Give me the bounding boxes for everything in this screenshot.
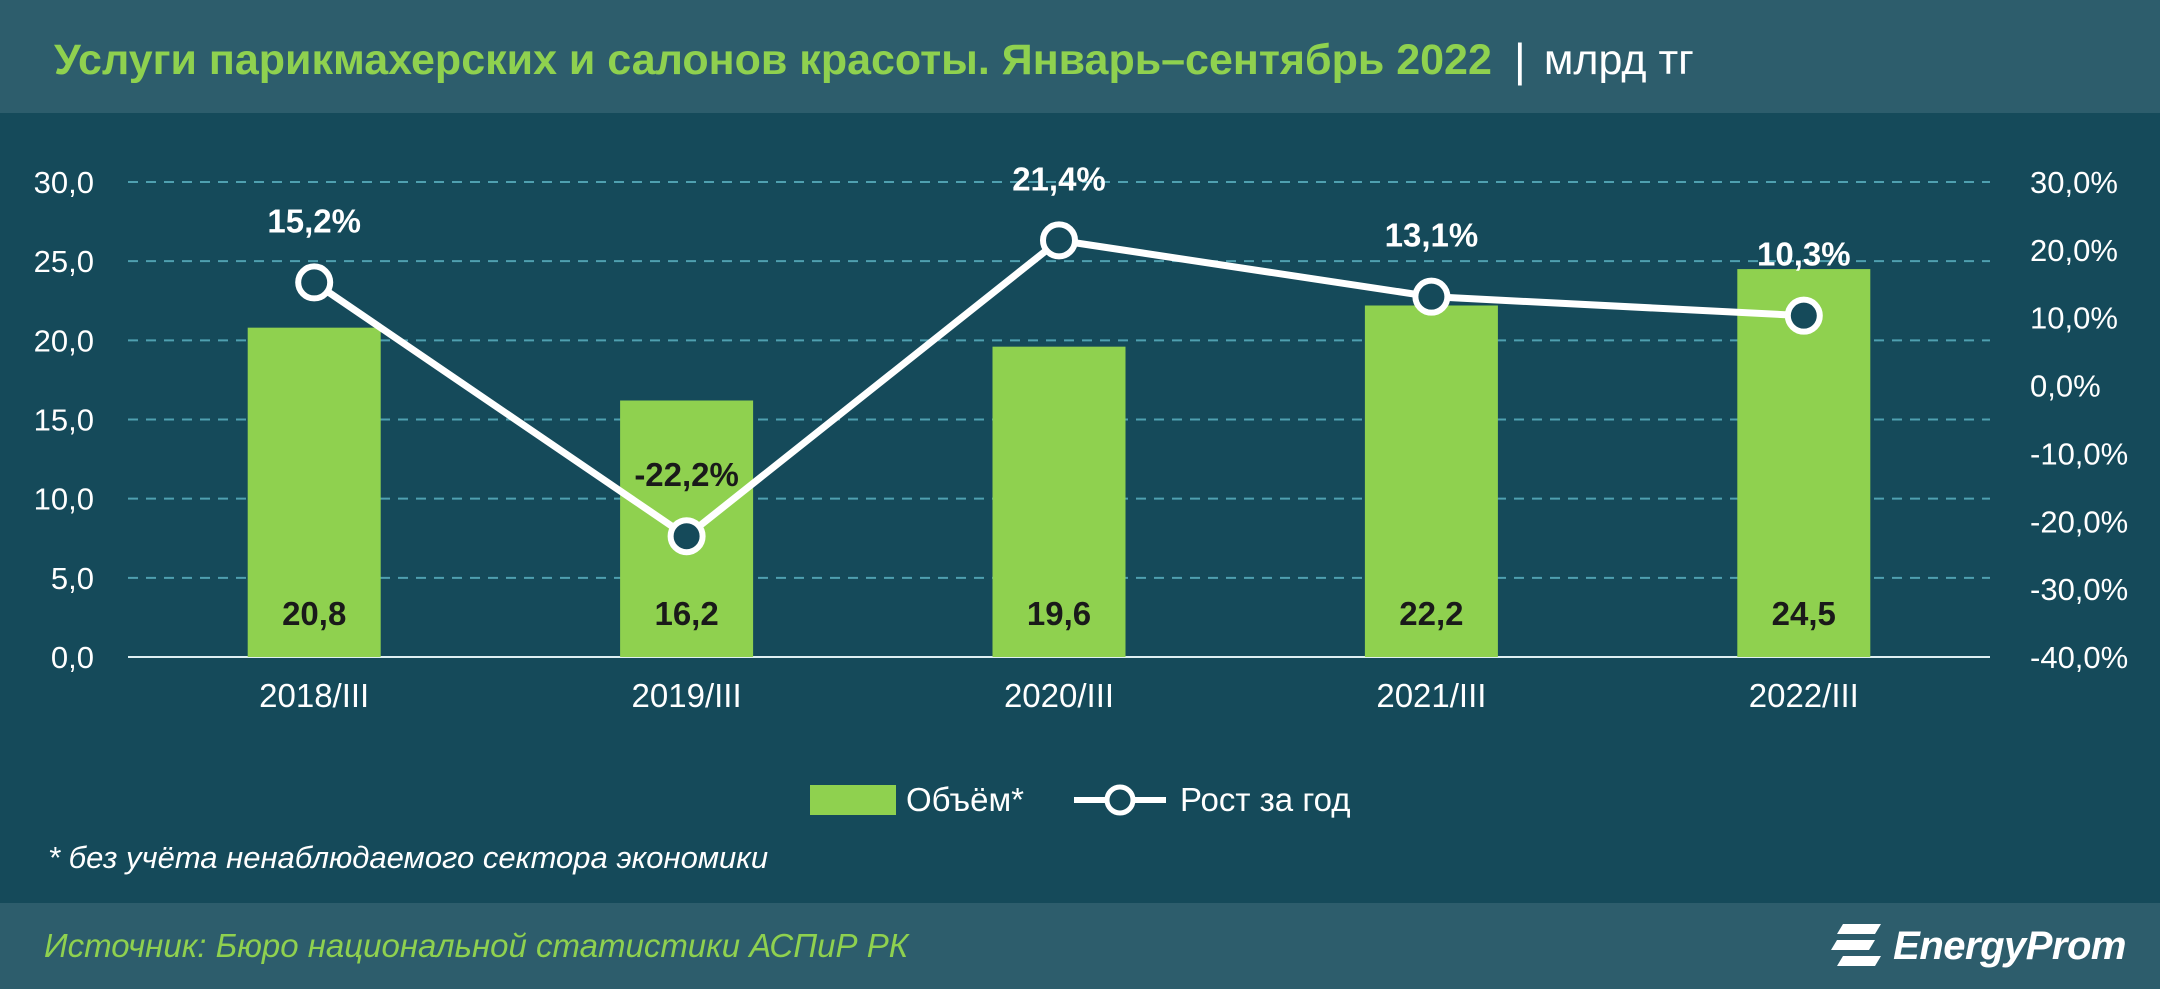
y-left-tick-label: 10,0	[34, 482, 94, 517]
y-right-tick-label: 0,0%	[2030, 369, 2101, 404]
growth-point	[667, 517, 706, 556]
y-right-tick-label: -30,0%	[2030, 572, 2128, 607]
logo-text: EnergyProm	[1893, 923, 2126, 968]
legend: Объём* Рост за год	[810, 778, 1351, 822]
title-unit: млрд тг	[1543, 35, 1694, 84]
legend-label-volume: Объём*	[906, 781, 1024, 818]
y-right-tick-label: 30,0%	[2030, 165, 2118, 200]
bar-value-label: 19,6	[1027, 595, 1091, 632]
bar-2021/III	[1364, 305, 1498, 657]
bar-value-label: 22,2	[1399, 595, 1463, 632]
growth-value-label: 10,3%	[1757, 236, 1851, 273]
title-text: Услуги парикмахерских и салонов красоты.…	[54, 35, 1492, 84]
y-left-tick-label: 15,0	[34, 403, 94, 438]
y-left-tick-label: 5,0	[51, 561, 94, 596]
combo-chart: 0,0 5,0 10,0 15,0 20,0 25,0 30,0 -40,0% -30,0% -2…	[34, 160, 2129, 714]
y-left-tick-label: 25,0	[34, 244, 94, 279]
bar-value-label: 24,5	[1772, 595, 1836, 632]
bar-value-label: 16,2	[654, 595, 718, 632]
y-left-tick-label: 20,0	[34, 323, 94, 358]
energyprom-logo: EnergyProm	[1829, 915, 2126, 977]
energyprom-logo-icon	[1831, 924, 1882, 966]
growth-point	[1040, 221, 1078, 260]
title-separator: |	[1513, 34, 1526, 86]
growth-value-label: -22,2%	[634, 456, 739, 493]
bar-value-label: 20,8	[282, 595, 346, 632]
x-tick-label: 2020/III	[1004, 677, 1114, 714]
chart-title: Услуги парикмахерских и салонов красоты.…	[54, 30, 1694, 90]
bar-2018/III	[247, 327, 381, 657]
source-text: Источник: Бюро национальной статистики А…	[44, 927, 909, 964]
x-tick-label: 2022/III	[1749, 677, 1859, 714]
y-right-tick-label: -10,0%	[2030, 436, 2128, 471]
y-right-tick-label: 10,0%	[2030, 301, 2118, 336]
growth-point	[295, 263, 334, 302]
footer-bar: Источник: Бюро национальной статистики А…	[0, 903, 2160, 989]
x-tick-label: 2021/III	[1376, 677, 1486, 714]
y-right-tick-label: 20,0%	[2030, 233, 2118, 268]
growth-point	[1412, 277, 1451, 316]
y-left-tick-label: 0,0	[51, 640, 94, 675]
header-bar: Услуги парикмахерских и салонов красоты.…	[0, 0, 2160, 113]
footnote: * без учёта ненаблюдаемого сектора эконо…	[48, 840, 769, 875]
y-right-tick-label: -20,0%	[2030, 504, 2128, 539]
legend-line-swatch	[1073, 784, 1166, 816]
growth-point	[1784, 296, 1823, 335]
x-tick-label: 2018/III	[259, 677, 369, 714]
y-right-tick-label: -40,0%	[2030, 640, 2128, 675]
growth-value-label: 13,1%	[1385, 217, 1479, 254]
bar-2020/III	[992, 346, 1126, 657]
growth-value-label: 21,4%	[1012, 160, 1106, 197]
x-tick-label: 2019/III	[632, 677, 742, 714]
y-left-tick-label: 30,0	[34, 165, 94, 200]
growth-value-label: 15,2%	[267, 202, 361, 239]
legend-bar-swatch	[810, 785, 896, 815]
legend-label-growth: Рост за год	[1179, 781, 1351, 818]
